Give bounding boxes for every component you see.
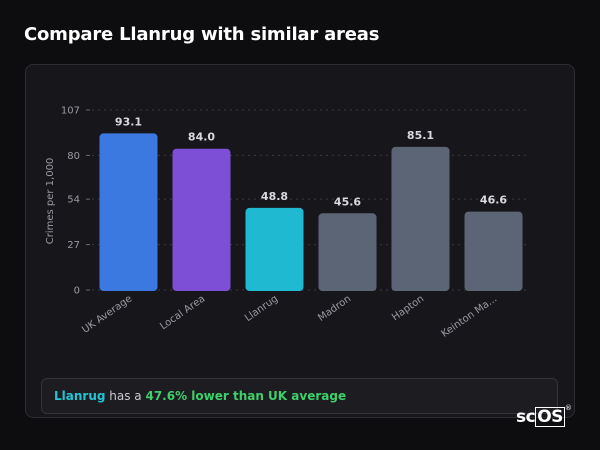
x-tick-label: Hapton: [390, 293, 426, 323]
summary-text: has a: [105, 389, 146, 403]
bar-hapton[interactable]: [391, 146, 450, 291]
summary-difference: 47.6% lower than UK average: [145, 389, 347, 403]
bar-madron[interactable]: [318, 213, 377, 291]
y-axis-label: Crimes per 1,000: [45, 158, 56, 245]
y-tick-label: 54: [67, 195, 80, 206]
summary-place-name: Llanrug: [54, 389, 106, 403]
bar-llanrug[interactable]: [245, 207, 304, 291]
bar-keinton-ma[interactable]: [464, 211, 523, 291]
bar-value-label: 85.1: [407, 129, 434, 142]
bar-local-area[interactable]: [172, 148, 231, 291]
x-tick-label: Madron: [316, 293, 353, 323]
comparison-summary: Llanrug has a 47.6% lower than UK averag…: [41, 378, 558, 414]
y-tick-label: 107: [61, 106, 80, 117]
bar-value-label: 48.8: [261, 190, 288, 203]
bar-value-label: 93.1: [115, 115, 142, 128]
bar-uk-average[interactable]: [99, 133, 158, 291]
x-tick-label: UK Average: [80, 293, 134, 335]
y-tick-label: 80: [67, 151, 80, 162]
page-title: Compare Llanrug with similar areas: [24, 24, 380, 45]
bar-value-label: 84.0: [188, 131, 215, 144]
x-tick-label: Local Area: [158, 293, 207, 332]
brand-logo: sc OS ®: [516, 404, 572, 427]
x-tick-label: Llanrug: [243, 293, 280, 324]
bar-value-label: 46.6: [480, 194, 507, 207]
bar-value-label: 45.6: [334, 195, 361, 208]
x-tick-label: Keinton Ma...: [440, 293, 500, 339]
y-tick-label: 27: [67, 240, 80, 251]
y-tick-label: 0: [74, 286, 80, 297]
